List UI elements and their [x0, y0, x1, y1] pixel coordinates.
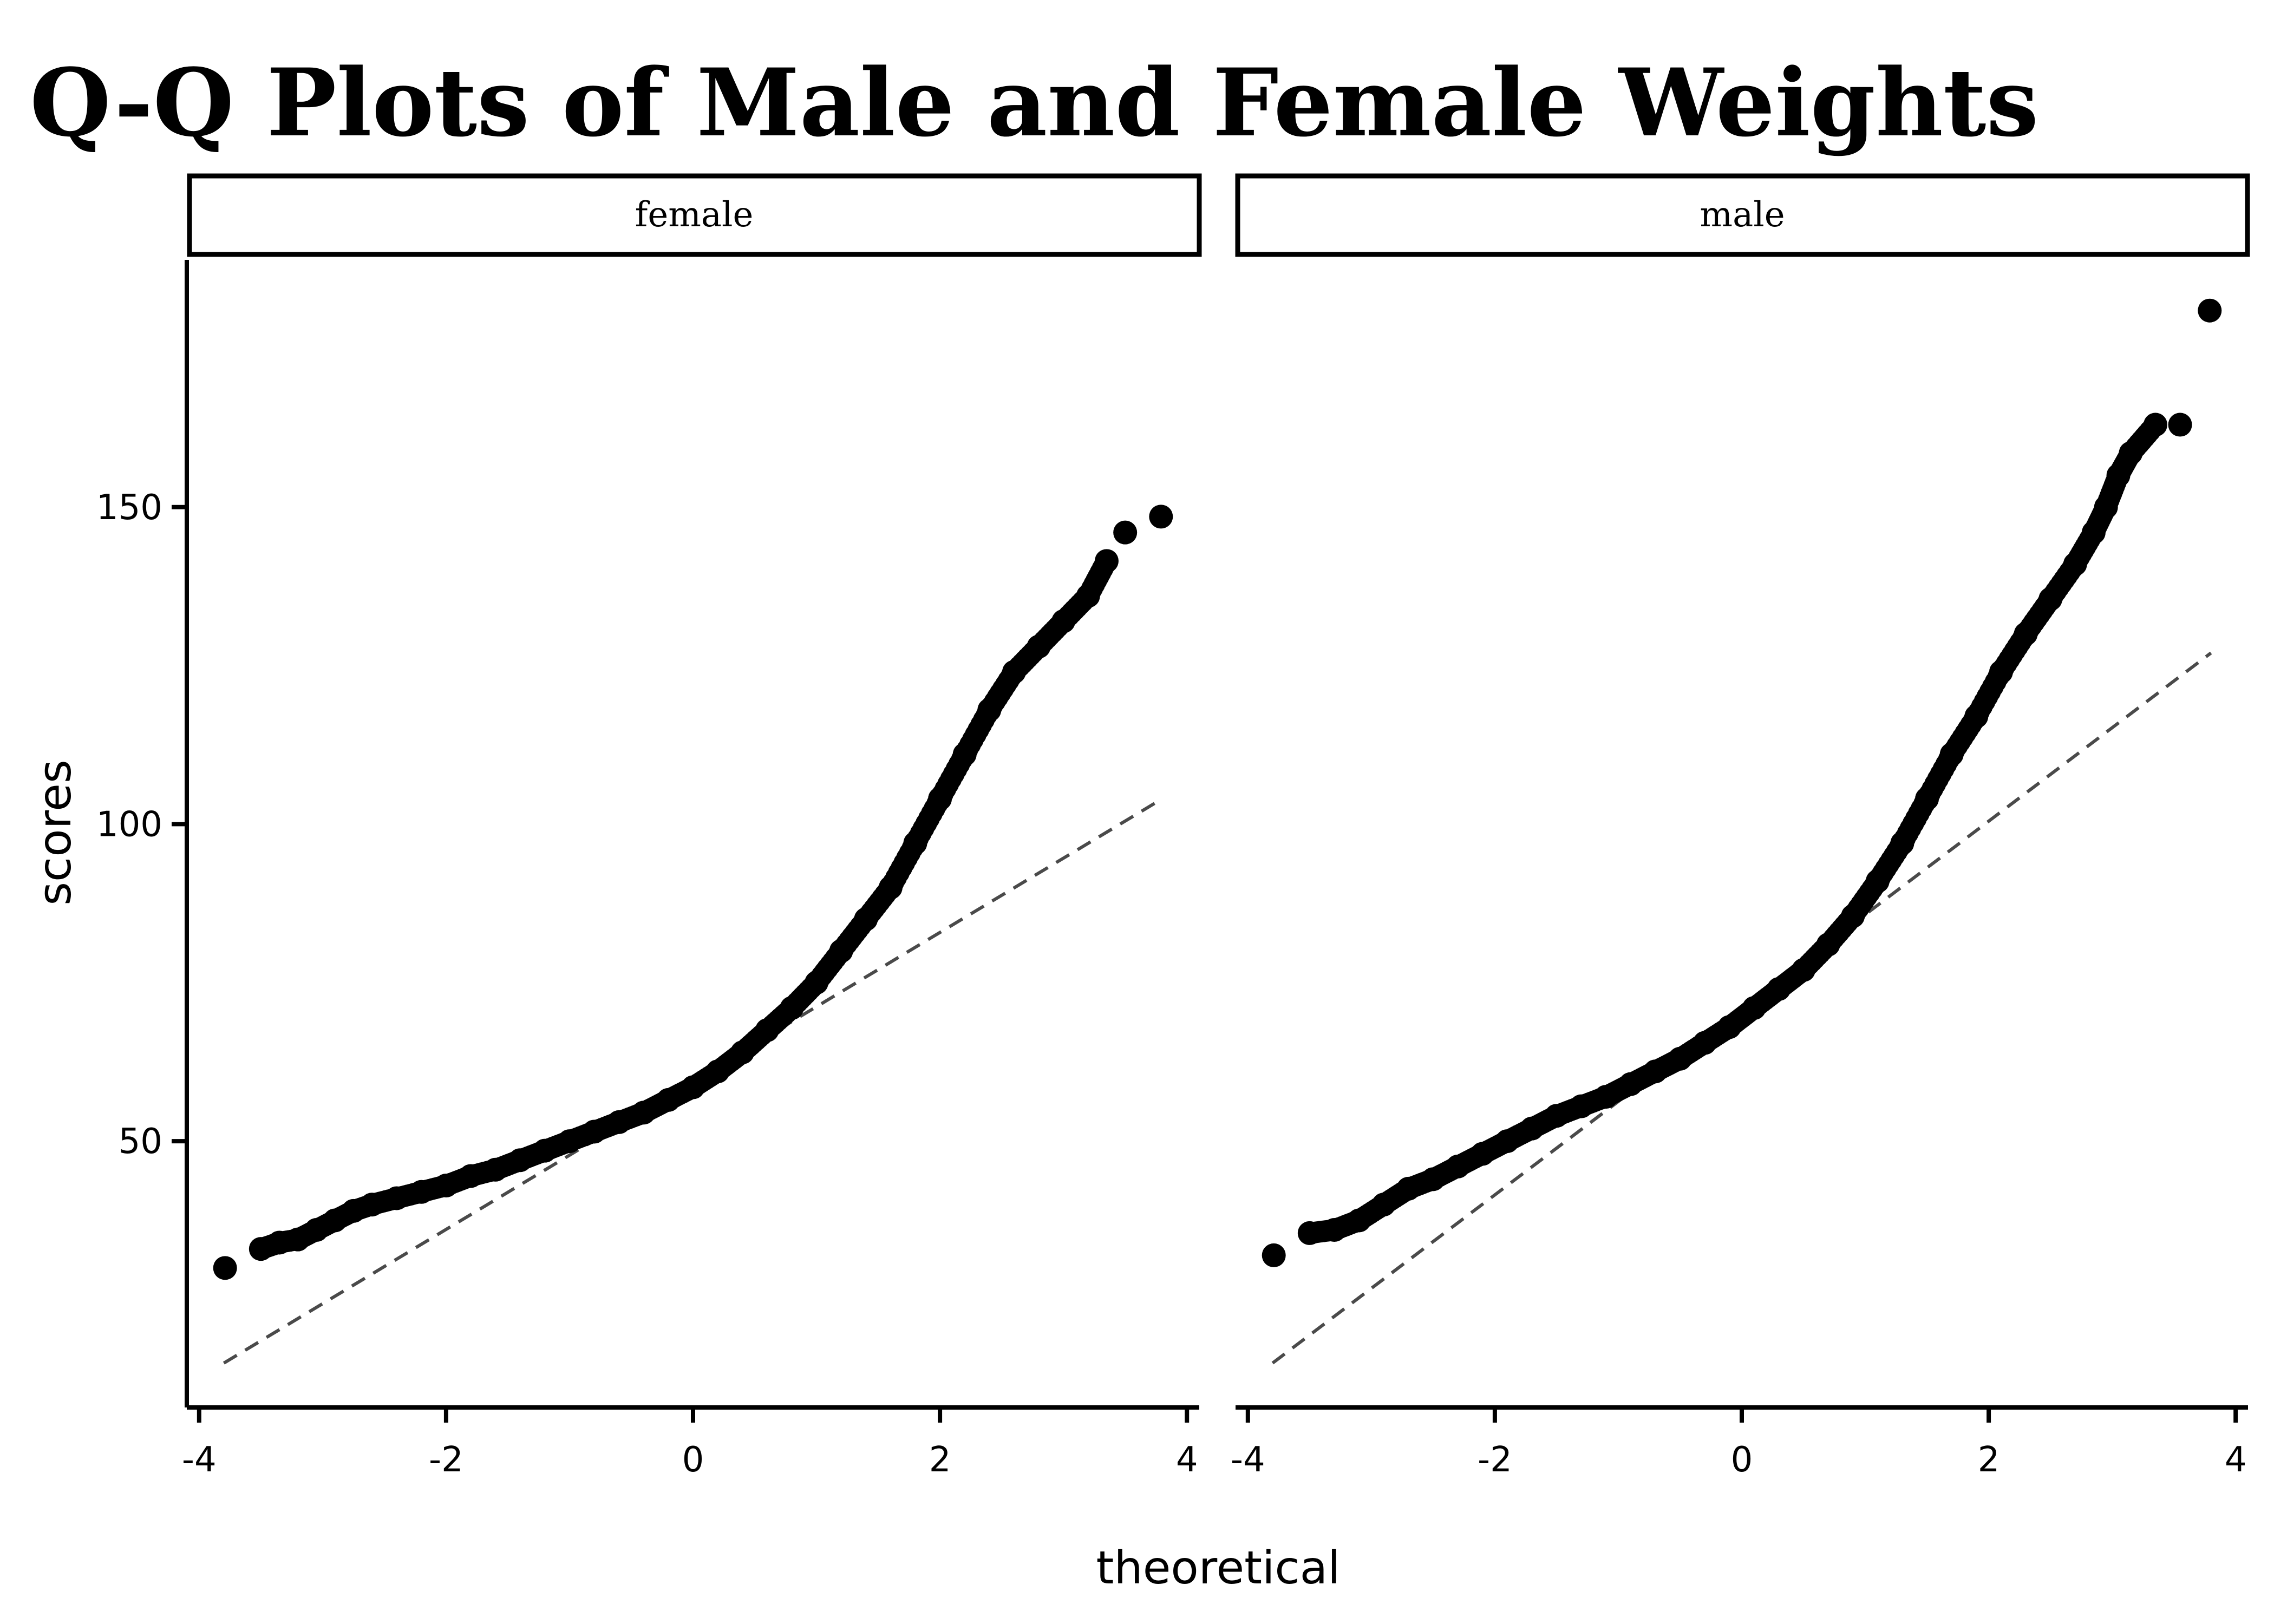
data-point [2168, 412, 2192, 437]
x-axis-title: theoretical [1096, 1541, 1341, 1594]
reference-line [223, 797, 1164, 1365]
facet-strip-label: female [635, 195, 754, 235]
panel-male: male [1235, 173, 2250, 257]
chart-marks: -4 -2 0 2 4 50 100 150 -4 -2 0 2 4 [96, 260, 2248, 1480]
data-point [1094, 549, 1119, 573]
reference-line [1271, 651, 2212, 1365]
data-point [1149, 505, 1173, 529]
y-axis-title: scores [28, 759, 81, 905]
x-tick-label: -4 [1231, 1440, 1265, 1480]
data-point [1262, 1243, 1286, 1267]
x-tick-label: -2 [1478, 1440, 1512, 1480]
x-tick-label: 0 [682, 1440, 704, 1480]
facet-strip-female [187, 173, 1202, 257]
panel-female: female [187, 173, 1202, 257]
data-point [2198, 298, 2222, 323]
x-tick-label: 2 [1978, 1440, 2000, 1480]
data-point [1113, 520, 1138, 545]
y-tick-label: 150 [96, 488, 162, 528]
data-point [2143, 412, 2167, 437]
x-tick-label: -2 [429, 1440, 463, 1480]
panel-female-marks: -4 -2 0 2 4 50 100 150 [96, 260, 1199, 1480]
facet-strip-label: male [1700, 195, 1785, 235]
x-tick-label: 2 [929, 1440, 951, 1480]
data-point [213, 1256, 237, 1280]
panel-male-marks: -4 -2 0 2 4 [1231, 298, 2248, 1480]
x-tick-label: 4 [2225, 1440, 2247, 1480]
x-tick-label: 0 [1731, 1440, 1753, 1480]
chart-title: Q-Q Plots of Male and Female Weights [30, 48, 2038, 158]
x-tick-label: 4 [1176, 1440, 1198, 1480]
y-tick-label: 100 [96, 804, 162, 844]
facet-strip-male [1235, 173, 2250, 257]
x-tick-label: -4 [182, 1440, 217, 1480]
y-tick-label: 50 [119, 1122, 162, 1162]
